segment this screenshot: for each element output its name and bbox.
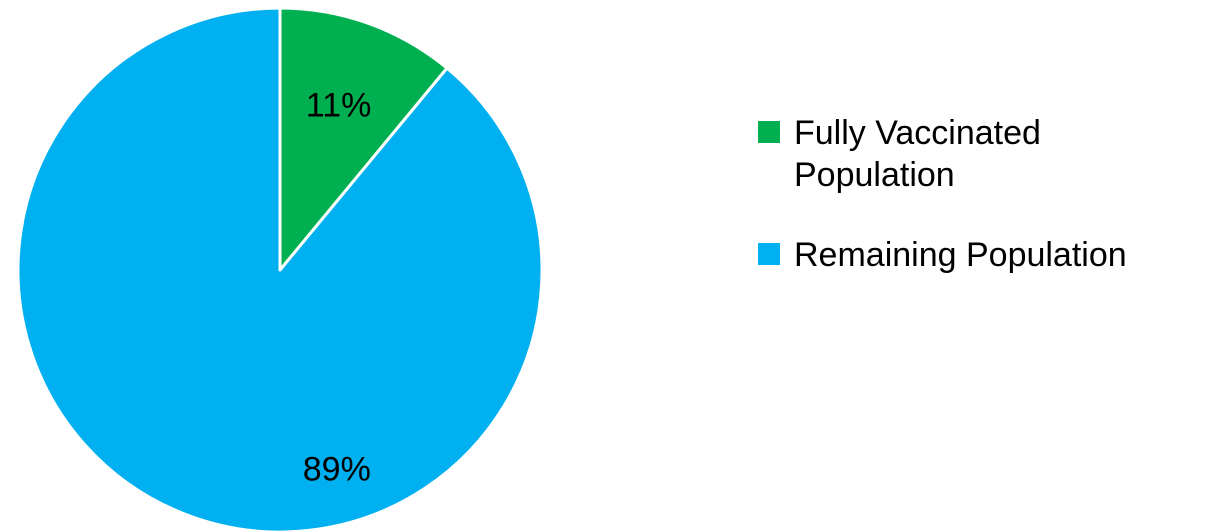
- legend-swatch-remaining: [758, 243, 780, 265]
- pie-slice-fully-vaccinated: [278, 6, 449, 272]
- legend-label-fully-vaccinated: Fully Vaccinated Population: [794, 114, 1041, 194]
- legend-item-fully-vaccinated: Fully Vaccinated Population: [758, 112, 1228, 196]
- legend-item-remaining: Remaining Population: [758, 234, 1228, 276]
- legend: Fully Vaccinated Population Remaining Po…: [758, 112, 1228, 314]
- pie-chart: 11% 89%: [16, 6, 544, 531]
- pie-slice-remaining: [16, 6, 544, 531]
- legend-swatch-fully-vaccinated: [758, 121, 780, 143]
- data-label-remaining: 89%: [303, 451, 371, 489]
- legend-label-remaining: Remaining Population: [794, 236, 1127, 274]
- data-label-fully-vaccinated: 11%: [306, 86, 372, 124]
